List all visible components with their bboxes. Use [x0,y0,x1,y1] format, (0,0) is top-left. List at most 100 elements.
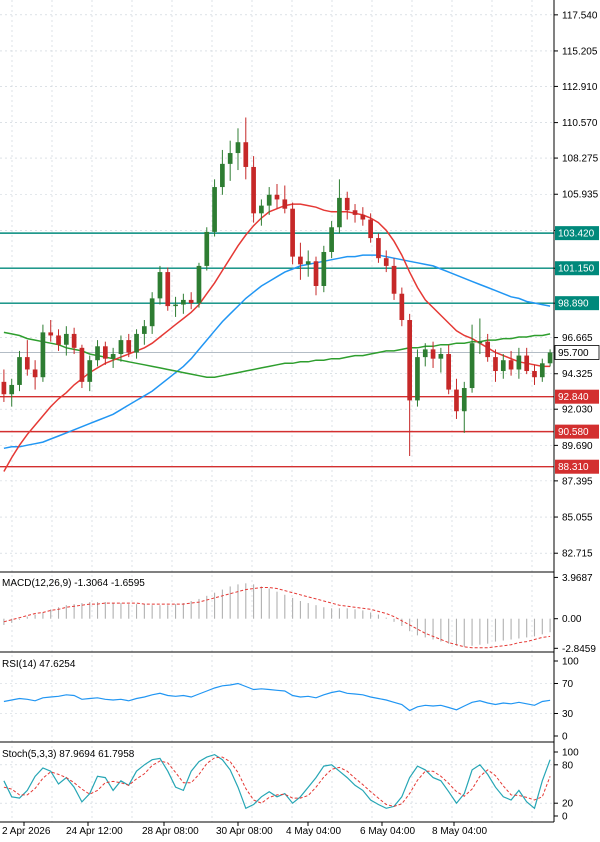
candle-body [157,272,163,299]
stoch-tick-label: 100 [562,748,579,759]
candle-body [134,333,139,353]
candle-body [337,197,342,228]
candle-body [17,357,22,385]
stoch-title: Stoch(5,3,3) 87.9694 61.7958 [2,749,135,760]
moving-average-blue [3,254,551,450]
stoch-tick-label: 80 [562,760,574,771]
candle-body [79,347,85,382]
macd-signal-line [3,587,551,649]
candle-body [227,153,233,164]
candle-body [305,261,311,265]
y-tick-label: 94.325 [562,369,593,380]
candle-body [204,231,210,266]
price-levels [0,232,554,468]
candle-body [165,272,171,307]
price-level-badge [555,261,599,276]
current-price-label: 95.700 [558,348,589,359]
candle-body [352,210,358,215]
candle-body [196,265,202,304]
price-level-badge [555,296,599,311]
candle-body [516,355,522,370]
candle-body [298,256,303,265]
candle-body [235,142,241,154]
candle-body [95,346,100,361]
macd-tick-label: 3.9687 [562,573,593,584]
rsi-tick-label: 100 [562,657,579,668]
price-level-label: 90.580 [558,427,589,438]
price-level-label: 98.890 [558,299,589,310]
candle-body [391,265,397,294]
candle-body [181,299,186,305]
x-tick-label: 24 Apr 12:00 [66,826,123,837]
candle-body [40,332,46,378]
price-level-label: 101.150 [558,264,595,275]
current-price-badge [554,345,600,360]
candle-body [142,326,147,334]
candle-body [220,163,225,188]
candle-body [290,208,295,257]
candle-body [259,205,264,214]
candle-body [539,363,545,378]
y-tick-label: 117.540 [562,10,598,21]
candle-body [383,258,389,266]
rsi-tick-label: 30 [562,709,574,720]
candle-body [493,357,498,372]
candle-body [48,332,54,336]
rsi-tick-label: 70 [562,679,574,690]
y-tick-label: 87.395 [562,476,593,487]
candle-body [126,340,132,353]
macd-tick-label: 0.00 [562,614,582,625]
candle-body [102,346,108,359]
candle-body [508,360,514,370]
rsi-line [3,682,551,712]
candle-body [415,357,420,401]
y-tick-label: 82.715 [562,549,593,560]
price-level-label: 103.420 [558,229,595,240]
candle-body [368,219,373,239]
candle-body [1,381,7,395]
y-tick-label: 110.570 [562,118,598,129]
candle-body [313,261,319,286]
macd-pane [3,583,551,649]
y-tick-label: 92.030 [562,405,593,416]
stoch-main-line [3,753,551,810]
candle-body [485,341,491,358]
x-tick-label: 4 May 04:00 [286,826,341,837]
price-level-label: 92.840 [558,392,589,403]
candle-body [266,194,272,206]
candle-body [407,320,412,401]
y-tick-label: 96.665 [562,333,593,344]
moving-average-green [3,331,551,378]
macd-tick-label: -2.8459 [562,644,596,655]
candle-body [422,349,428,358]
x-tick-label: 8 May 04:00 [432,826,487,837]
candle-body [376,238,381,259]
stoch-pane [3,753,551,810]
candle-body [212,187,217,232]
candle-body [173,304,178,307]
candle-body [461,388,467,412]
candle-body [477,341,483,344]
stoch-tick-label: 20 [562,799,574,810]
candle-body [71,333,77,348]
candle-body [188,299,194,304]
candle-body [56,335,61,345]
y-tick-label: 89.690 [562,441,593,452]
macd-title: MACD(12,26,9) -1.3064 -1.6595 [2,578,145,589]
x-tick-label: 28 Apr 08:00 [142,826,199,837]
price-level-label: 88.310 [558,462,589,473]
candle-body [32,369,38,378]
candle-body [149,298,155,327]
candle-body [344,197,350,211]
candle-body [110,354,116,359]
candle-body [282,199,288,209]
candle-body [243,142,249,167]
candle-body [251,166,256,214]
price-level-badge [555,459,599,474]
candle-body [446,354,452,390]
candle-body [500,360,506,372]
price-level-badge [555,226,599,241]
y-tick-label: 85.055 [562,513,593,524]
x-tick-label: 2 Apr 2026 [2,826,51,837]
